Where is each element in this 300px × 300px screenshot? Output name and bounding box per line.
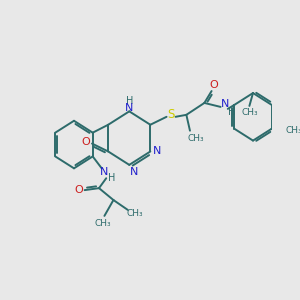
Text: O: O [209,80,218,90]
Text: CH₃: CH₃ [187,134,204,143]
Text: CH₃: CH₃ [94,219,111,228]
Text: N: N [100,167,109,177]
Text: H: H [108,173,115,183]
Text: H: H [228,107,235,117]
Text: N: N [125,103,134,113]
Text: N: N [221,99,229,109]
Text: N: N [152,146,161,157]
Text: O: O [74,185,83,195]
Text: CH₃: CH₃ [285,126,300,135]
Text: CH₃: CH₃ [127,209,143,218]
Text: N: N [130,167,138,177]
Text: CH₃: CH₃ [241,108,258,117]
Text: S: S [167,108,175,121]
Text: O: O [81,136,90,147]
Text: H: H [126,97,133,106]
